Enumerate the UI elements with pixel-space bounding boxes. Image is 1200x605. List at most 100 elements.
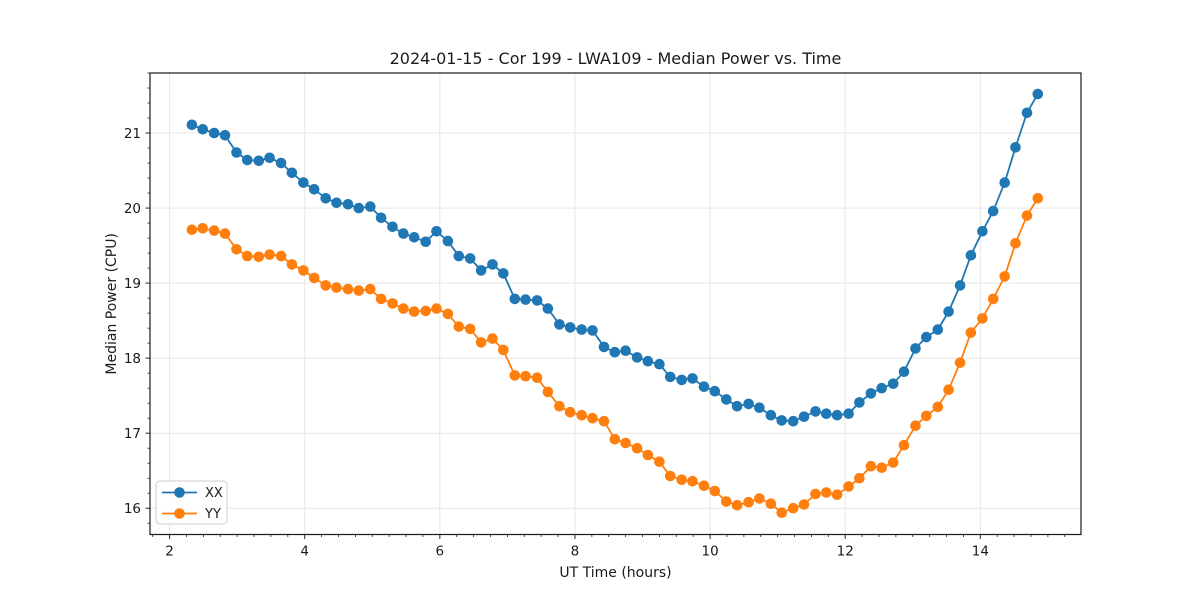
series-YY-marker [464, 323, 476, 335]
series-YY-marker [765, 498, 777, 510]
series-XX-marker [1032, 88, 1044, 100]
series-XX-marker [987, 205, 999, 217]
series-YY-marker [186, 224, 198, 236]
series-XX-marker [676, 374, 687, 386]
series-XX-marker [542, 303, 554, 314]
series-YY-marker [664, 470, 676, 482]
series-XX-marker [431, 226, 442, 237]
series-XX-marker [208, 127, 220, 139]
series-YY-marker [676, 474, 687, 486]
series-XX-marker [709, 385, 721, 397]
series-XX-marker [231, 147, 242, 158]
legend-label-XX: XX [205, 486, 223, 501]
y-tick-label: 17 [124, 426, 141, 442]
x-tick-label: 6 [436, 544, 445, 560]
series-XX-marker [342, 199, 354, 210]
series-XX-marker [186, 119, 198, 131]
y-tick-label: 21 [124, 126, 141, 142]
series-YY-marker [253, 251, 265, 263]
series-YY-marker [420, 305, 432, 317]
series-XX-marker [365, 201, 376, 212]
series-XX-marker [754, 402, 765, 414]
series-XX-marker [664, 371, 676, 383]
series-XX-marker [831, 409, 843, 421]
series-YY-marker [398, 303, 409, 314]
series-YY-marker [887, 457, 899, 468]
x-axis-label: UT Time (hours) [559, 565, 671, 581]
series-YY-marker [387, 298, 398, 309]
series-XX-marker [509, 293, 521, 305]
x-tick-label: 4 [300, 544, 309, 560]
series-XX-marker [375, 212, 387, 224]
series-XX-marker [197, 124, 208, 135]
series-YY-marker [1021, 210, 1033, 221]
series-XX-marker [275, 157, 287, 169]
series-XX-marker [865, 388, 877, 399]
series-YY-marker [943, 384, 954, 396]
series-XX-marker [264, 152, 275, 164]
series-YY-marker [275, 250, 287, 262]
series-YY-marker [798, 499, 810, 510]
series-XX-marker [387, 221, 398, 233]
series-XX-marker [1010, 142, 1021, 153]
series-XX-marker [498, 268, 509, 279]
series-YY-marker [865, 460, 877, 472]
series-YY-marker [375, 293, 387, 305]
series-YY-marker [620, 437, 631, 449]
series-YY-marker [498, 344, 509, 356]
series-XX-marker [398, 228, 409, 239]
series-YY-marker [242, 250, 253, 262]
x-tick-label: 10 [701, 544, 718, 560]
series-YY-marker [542, 386, 554, 398]
series-XX-marker [408, 232, 420, 243]
x-tick-label: 14 [972, 544, 989, 560]
series-XX-marker [887, 378, 899, 390]
series-YY-marker [219, 228, 231, 239]
series-YY-marker [331, 282, 342, 293]
series-XX-marker [331, 197, 342, 209]
series-YY-marker [286, 259, 298, 270]
series-XX-marker [977, 226, 988, 237]
series-YY-marker [264, 249, 275, 260]
legend-sample-marker-YY [174, 508, 185, 519]
x-tick-label: 8 [571, 544, 580, 560]
series-XX-marker [487, 259, 498, 270]
series-XX-marker [731, 400, 743, 412]
series-YY-marker [910, 420, 921, 432]
series-YY-marker [843, 481, 854, 492]
series-YY-marker [353, 285, 365, 296]
series-YY-marker [631, 442, 643, 454]
series-YY-marker [487, 333, 498, 344]
series-YY-marker [431, 303, 442, 314]
axes-layer: 2 4 6 8 10 12 14 16 17 18 19 20 21 [124, 72, 1082, 560]
series-YY-marker [876, 462, 887, 474]
series-XX-marker [587, 325, 598, 336]
legend-label-YY: YY [204, 507, 221, 522]
plot-border [149, 72, 1082, 536]
y-tick-label: 20 [124, 201, 141, 217]
series-YY-marker [320, 280, 332, 291]
series-YY-marker [776, 507, 787, 518]
series-XX-marker [598, 341, 610, 353]
series-XX-marker [320, 193, 332, 204]
series-YY-marker [965, 327, 977, 338]
series-XX-marker [787, 415, 799, 427]
series-YY-marker [754, 493, 765, 504]
series-XX-marker [464, 253, 476, 264]
series-YY-marker [831, 489, 843, 501]
series-XX-marker [620, 345, 631, 357]
x-tick-label: 12 [837, 544, 854, 560]
series-XX-marker [242, 154, 253, 166]
series-XX-marker [442, 235, 454, 247]
y-tick-label: 16 [124, 501, 141, 517]
series-XX-marker [854, 397, 865, 408]
series-YY-marker [442, 308, 454, 320]
series-YY-marker [687, 475, 698, 487]
series-YY-marker [987, 293, 999, 305]
series-XX-marker [687, 373, 698, 384]
series-YY-marker [531, 372, 543, 384]
series-XX-marker [253, 155, 265, 167]
series-YY-marker [308, 272, 320, 284]
chart-title: 2024-01-15 - Cor 199 - LWA109 - Median P… [390, 49, 842, 68]
